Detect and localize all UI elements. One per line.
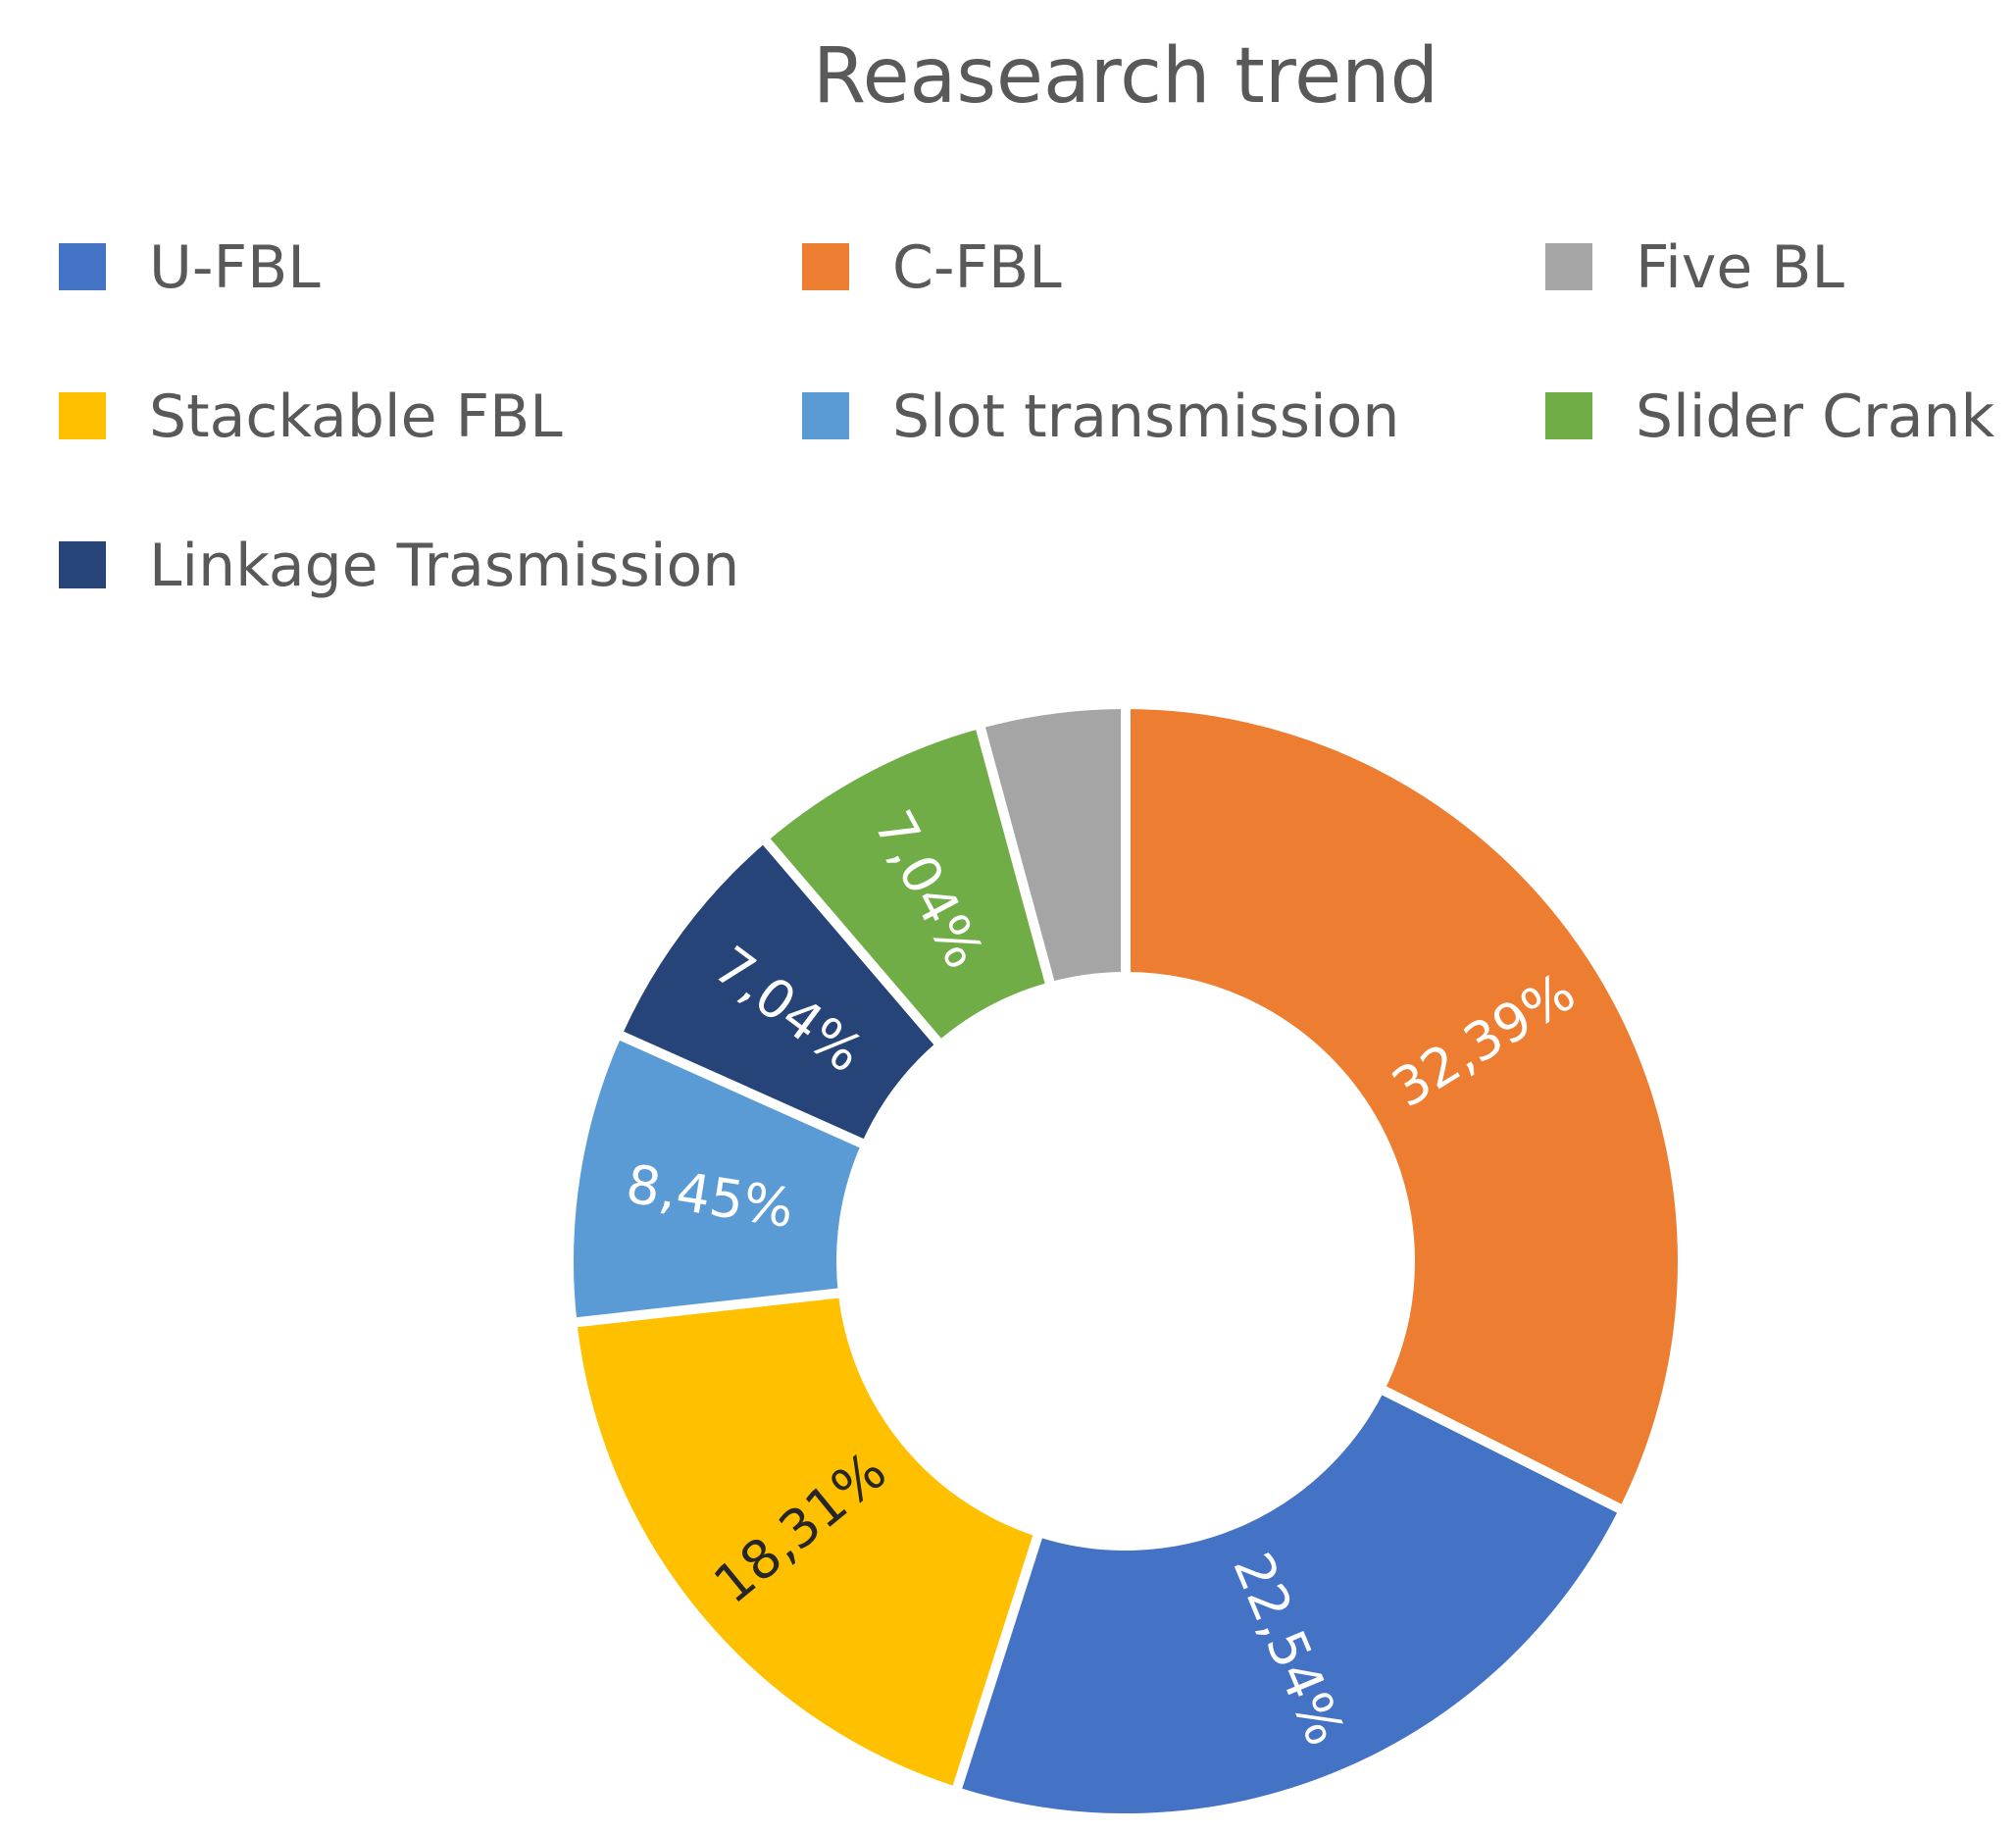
legend-swatch [1545,392,1592,439]
slice-five-bl [973,698,1131,993]
legend-swatch [1545,243,1592,290]
legend-swatch [59,392,106,439]
chart-title: Reasearch trend [813,32,1438,121]
legend-swatch [802,392,849,439]
legend-item-slider-crank: Slider Crank [1545,382,1995,451]
legend-item-stackable-fbl: Stackable FBL [59,382,563,451]
legend-item-linkage-trasmission: Linkage Trasmission [59,532,739,600]
legend-label: Linkage Trasmission [149,532,739,600]
legend-label: Slider Crank [1636,382,1995,451]
legend-swatch [802,243,849,290]
slice-stackable-fbl [566,1287,1045,1799]
legend: U-FBL C-FBL Five BL Stackable FBL Slot trans… [59,233,1995,600]
legend-label: Five BL [1636,233,1844,302]
legend-item-five-bl: Five BL [1545,233,1844,302]
legend-item-slot-transmission: Slot transmission [802,382,1399,451]
slice-c-fbl [1121,698,1688,1518]
legend-label: Slot transmission [892,382,1399,451]
legend-swatch [59,243,106,290]
legend-item-u-fbl: U-FBL [59,233,321,302]
legend-label: C-FBL [892,233,1062,302]
legend-swatch [59,541,106,588]
donut-slices [564,698,1688,1824]
legend-label: U-FBL [149,233,321,302]
slice-slot-transmission [564,1027,873,1329]
legend-item-c-fbl: C-FBL [802,233,1062,302]
legend-label: Stackable FBL [149,382,563,451]
slice-u-fbl [949,1382,1631,1824]
